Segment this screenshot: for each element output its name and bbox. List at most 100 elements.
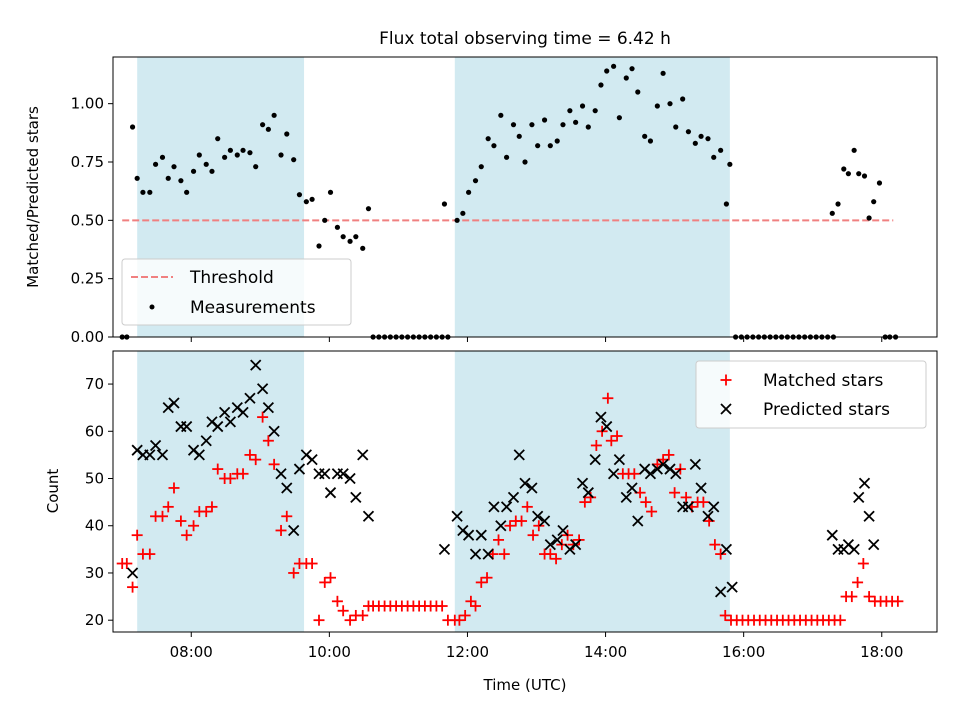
predicted-star-point	[601, 420, 613, 433]
measurement-point	[673, 124, 679, 130]
measurement-point	[604, 68, 610, 74]
measurement-point	[485, 136, 491, 142]
predicted-star-point	[513, 449, 525, 461]
matched-star-point	[516, 515, 528, 527]
matched-star-point	[224, 473, 236, 485]
cross-stroke-b	[595, 411, 607, 423]
legend-matched-swatch	[720, 374, 732, 386]
measurement-point	[196, 152, 202, 158]
cross-stroke-b	[620, 491, 632, 504]
predicted-star-point	[589, 453, 601, 466]
predicted-star-point	[868, 538, 880, 551]
x-tick-label: 16:00	[722, 643, 765, 661]
cross-stroke-b	[231, 402, 243, 414]
matched-star-point	[181, 529, 193, 541]
measurement-point	[667, 101, 673, 107]
measurement-point	[353, 234, 359, 240]
cross-stroke-b	[702, 510, 714, 522]
matched-star-point	[590, 439, 602, 451]
bottom-shaded-intervals	[137, 351, 730, 632]
bottom-y-tick-label: 60	[85, 422, 104, 440]
cross-stroke-b	[156, 449, 169, 461]
matched-star-point	[709, 539, 721, 551]
predicted-star-point	[144, 449, 156, 461]
cross-stroke-b	[268, 425, 280, 437]
matched-star-point	[719, 609, 731, 621]
cross-stroke-b	[526, 482, 538, 494]
predicted-star-point	[519, 477, 531, 489]
predicted-star-point	[469, 548, 482, 560]
predicted-star-point	[532, 510, 544, 522]
measurement-point	[466, 189, 472, 195]
measurement-point	[278, 152, 284, 158]
measurement-point	[611, 63, 617, 69]
predicted-star-point	[570, 538, 582, 551]
measurement-point	[516, 133, 522, 139]
cross-stroke-b	[826, 529, 838, 541]
predicted-star-point	[319, 468, 331, 480]
measurement-point	[190, 168, 197, 174]
predicted-star-point	[538, 515, 551, 527]
matched-star-point	[175, 515, 187, 527]
measurement-point	[478, 164, 484, 170]
measurement-point	[140, 189, 146, 195]
cross-stroke-b	[438, 543, 451, 555]
predicted-star-point	[256, 383, 269, 395]
predicted-star-point	[200, 435, 212, 447]
cross-stroke-b	[126, 567, 139, 579]
matched-star-point	[521, 501, 533, 513]
matched-star-point	[281, 510, 293, 522]
measurement-point	[334, 224, 341, 230]
predicted-star-point	[620, 491, 632, 504]
measurement-point	[360, 245, 366, 251]
cross-stroke-b	[300, 449, 312, 461]
predicted-star-point	[644, 468, 657, 480]
top-axes-frame	[112, 56, 938, 338]
measurement-point	[845, 171, 851, 177]
predicted-star-point	[293, 463, 306, 475]
matched-star-point	[250, 454, 262, 466]
cross-stroke-b	[519, 477, 531, 489]
top-shaded-intervals	[137, 57, 730, 337]
matched-star-point	[504, 520, 516, 532]
measurement-point	[253, 164, 259, 170]
predicted-star-point	[702, 510, 714, 522]
measurement-point	[647, 138, 654, 144]
cross-stroke-b	[513, 449, 525, 461]
cross-stroke-b	[224, 416, 237, 428]
cross-stroke-b	[256, 383, 269, 395]
measurement-point	[829, 210, 835, 216]
measurement-point	[573, 119, 579, 125]
cross-stroke-b	[557, 524, 569, 537]
predicted-star-point	[306, 453, 318, 466]
measurement-point	[129, 124, 136, 130]
measurement-point	[327, 189, 334, 195]
measurement-point	[472, 178, 479, 184]
matched-star-point	[857, 558, 869, 570]
cross-stroke-b	[500, 501, 513, 513]
top-y-tick-label: 0.75	[71, 153, 104, 171]
cross-stroke-b	[532, 510, 544, 522]
measurement-point	[585, 124, 591, 130]
predicted-star-point	[726, 581, 738, 593]
matched-star-point	[605, 435, 617, 447]
predicted-star-point	[268, 425, 280, 437]
measurement-point	[498, 112, 504, 118]
predicted-star-point	[858, 477, 871, 489]
legend-measurements-label: Measurements	[190, 298, 316, 318]
predicted-star-point	[275, 468, 287, 480]
matched-star-point	[527, 529, 539, 541]
predicted-star-point	[613, 453, 626, 466]
cross-stroke-b	[168, 397, 180, 409]
x-tick-label: 10:00	[308, 643, 351, 661]
matched-star-point	[121, 558, 133, 570]
predicted-star-point	[551, 534, 563, 546]
matched-star-point	[188, 520, 200, 532]
matched-star-point	[533, 520, 545, 532]
measurement-point	[491, 143, 497, 149]
matched-star-point	[846, 591, 858, 603]
cross-stroke-b	[482, 548, 494, 560]
measurement-point	[309, 196, 315, 202]
predicted-star-point	[288, 524, 300, 537]
predicted-star-point	[557, 524, 569, 537]
